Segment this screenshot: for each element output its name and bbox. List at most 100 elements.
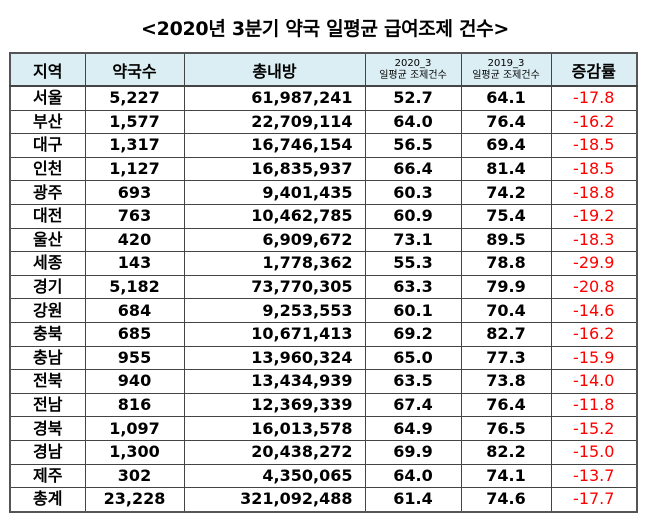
cell-total-prescriptions: 16,835,937	[183, 156, 366, 182]
cell-pharmacies: 1,127	[84, 156, 185, 182]
cell-avg-2019: 70.4	[460, 298, 552, 323]
cell-pharmacies: 685	[84, 321, 185, 347]
cell-avg-2020: 64.0	[364, 109, 462, 135]
cell-total-prescriptions: 10,462,785	[183, 203, 366, 229]
table-header-row: 지역 약국수 총내방 2020_3 일평균 조제건수 2019_3 일평균 조제…	[9, 52, 638, 87]
cell-change-rate: -15.9	[550, 345, 638, 371]
cell-change-rate: -16.2	[550, 321, 638, 347]
table-row: 전남 816 12,369,339 67.4 76.4 -11.8	[9, 392, 638, 418]
cell-pharmacies: 684	[84, 298, 185, 323]
header-avg-2019: 2019_3 일평균 조제건수	[460, 52, 552, 87]
header-avg-2020: 2020_3 일평균 조제건수	[364, 52, 462, 87]
cell-total-prescriptions: 10,671,413	[183, 321, 366, 347]
cell-total-prescriptions: 321,092,488	[183, 487, 366, 513]
table-row: 대전 763 10,462,785 60.9 75.4 -19.2	[9, 203, 638, 229]
cell-region: 서울	[9, 85, 86, 111]
cell-region: 강원	[9, 298, 86, 323]
cell-avg-2020: 69.2	[364, 321, 462, 347]
table-row: 제주 302 4,350,065 64.0 74.1 -13.7	[9, 463, 638, 489]
table-row: 부산 1,577 22,709,114 64.0 76.4 -16.2	[9, 109, 638, 135]
cell-total-prescriptions: 12,369,339	[183, 392, 366, 418]
cell-region: 제주	[9, 463, 86, 489]
table-row: 충남 955 13,960,324 65.0 77.3 -15.9	[9, 345, 638, 371]
cell-region: 충북	[9, 321, 86, 347]
table-row: 서울 5,227 61,987,241 52.7 64.1 -17.8	[9, 85, 638, 111]
cell-change-rate: -19.2	[550, 203, 638, 229]
table-row: 인천 1,127 16,835,937 66.4 81.4 -18.5	[9, 156, 638, 182]
cell-pharmacies: 5,227	[84, 85, 185, 111]
cell-avg-2020: 66.4	[364, 156, 462, 182]
cell-pharmacies: 693	[84, 180, 185, 205]
cell-avg-2019: 69.4	[460, 133, 552, 158]
cell-avg-2019: 76.5	[460, 416, 552, 441]
cell-avg-2019: 77.3	[460, 345, 552, 371]
cell-avg-2019: 75.4	[460, 203, 552, 229]
cell-region: 부산	[9, 109, 86, 135]
cell-total-prescriptions: 9,401,435	[183, 180, 366, 205]
cell-avg-2019: 78.8	[460, 251, 552, 276]
cell-avg-2020: 56.5	[364, 133, 462, 158]
cell-avg-2019: 74.6	[460, 487, 552, 513]
header-avg-2019-label: 일평균 조제건수	[472, 69, 540, 81]
cell-avg-2019: 82.2	[460, 439, 552, 465]
cell-avg-2020: 52.7	[364, 85, 462, 111]
cell-change-rate: -17.8	[550, 85, 638, 111]
cell-avg-2019: 79.9	[460, 274, 552, 300]
cell-pharmacies: 1,300	[84, 439, 185, 465]
cell-avg-2019: 76.4	[460, 392, 552, 418]
cell-change-rate: -13.7	[550, 463, 638, 489]
table-row: 강원 684 9,253,553 60.1 70.4 -14.6	[9, 298, 638, 323]
header-total-prescriptions: 총내방	[183, 52, 366, 87]
cell-region: 대구	[9, 133, 86, 158]
header-change-rate: 증감률	[550, 52, 638, 87]
table-row: 경북 1,097 16,013,578 64.9 76.5 -15.2	[9, 416, 638, 441]
cell-total-prescriptions: 9,253,553	[183, 298, 366, 323]
cell-total-prescriptions: 61,987,241	[183, 85, 366, 111]
cell-avg-2019: 64.1	[460, 85, 552, 111]
cell-avg-2020: 61.4	[364, 487, 462, 513]
header-avg-2019-year: 2019_3	[487, 57, 525, 69]
cell-change-rate: -15.2	[550, 416, 638, 441]
cell-region: 광주	[9, 180, 86, 205]
table-row: 총계 23,228 321,092,488 61.4 74.6 -17.7	[9, 487, 638, 513]
cell-region: 총계	[9, 487, 86, 513]
cell-pharmacies: 420	[84, 227, 185, 253]
cell-region: 경기	[9, 274, 86, 300]
header-pharmacies: 약국수	[84, 52, 185, 87]
cell-region: 경북	[9, 416, 86, 441]
cell-region: 세종	[9, 251, 86, 276]
cell-change-rate: -14.6	[550, 298, 638, 323]
cell-total-prescriptions: 16,013,578	[183, 416, 366, 441]
header-avg-2020-label: 일평균 조제건수	[379, 69, 447, 81]
cell-pharmacies: 23,228	[84, 487, 185, 513]
table-row: 세종 143 1,778,362 55.3 78.8 -29.9	[9, 251, 638, 276]
cell-pharmacies: 940	[84, 369, 185, 394]
table-row: 광주 693 9,401,435 60.3 74.2 -18.8	[9, 180, 638, 205]
table-row: 충북 685 10,671,413 69.2 82.7 -16.2	[9, 321, 638, 347]
cell-region: 경남	[9, 439, 86, 465]
table-body: 서울 5,227 61,987,241 52.7 64.1 -17.8 부산 1,577 22,…	[9, 85, 638, 513]
cell-total-prescriptions: 73,770,305	[183, 274, 366, 300]
cell-change-rate: -18.5	[550, 156, 638, 182]
cell-change-rate: -18.8	[550, 180, 638, 205]
cell-region: 전남	[9, 392, 86, 418]
cell-pharmacies: 302	[84, 463, 185, 489]
cell-pharmacies: 816	[84, 392, 185, 418]
header-region: 지역	[9, 52, 86, 87]
table-row: 경남 1,300 20,438,272 69.9 82.2 -15.0	[9, 439, 638, 465]
cell-change-rate: -18.3	[550, 227, 638, 253]
cell-region: 울산	[9, 227, 86, 253]
cell-avg-2020: 63.5	[364, 369, 462, 394]
cell-pharmacies: 1,577	[84, 109, 185, 135]
cell-total-prescriptions: 16,746,154	[183, 133, 366, 158]
table-row: 전북 940 13,434,939 63.5 73.8 -14.0	[9, 369, 638, 394]
cell-avg-2020: 73.1	[364, 227, 462, 253]
cell-avg-2020: 60.3	[364, 180, 462, 205]
cell-total-prescriptions: 13,960,324	[183, 345, 366, 371]
table-row: 경기 5,182 73,770,305 63.3 79.9 -20.8	[9, 274, 638, 300]
cell-avg-2019: 73.8	[460, 369, 552, 394]
cell-avg-2020: 64.9	[364, 416, 462, 441]
cell-total-prescriptions: 6,909,672	[183, 227, 366, 253]
header-avg-2020-year: 2020_3	[394, 57, 432, 69]
cell-avg-2019: 74.1	[460, 463, 552, 489]
